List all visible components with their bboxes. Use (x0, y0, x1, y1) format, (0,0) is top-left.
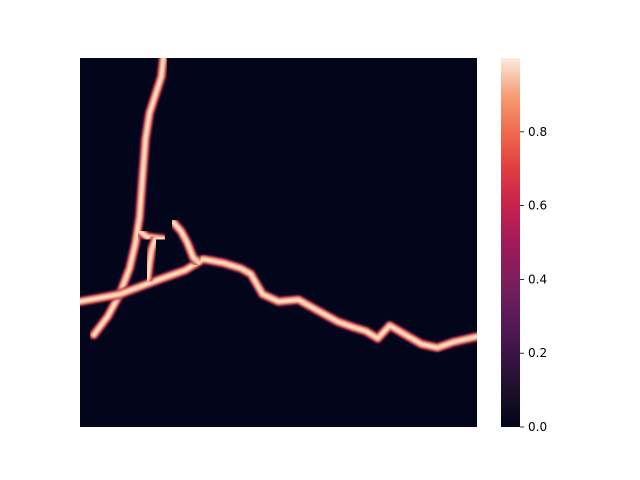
ridge-stroke (146, 237, 157, 281)
colorbar-tick-label: 0.6 (528, 199, 547, 213)
colorbar-tick-label: 0.8 (528, 125, 547, 139)
heatmap-ridges (80, 58, 477, 354)
colorbar: 0.0 0.2 0.4 0.6 0.8 (501, 58, 547, 434)
ridge-upper-spur (167, 216, 205, 269)
colorbar-ticks: 0.0 0.2 0.4 0.6 0.8 (520, 125, 547, 434)
ridge-stroke (172, 221, 201, 264)
colorbar-tick-label: 0.0 (528, 420, 547, 434)
colorbar-gradient (501, 58, 520, 427)
ridge-stroke (80, 258, 477, 349)
colorbar-tick-label: 0.4 (528, 272, 547, 286)
colorbar-tick-label: 0.2 (528, 346, 547, 360)
heatmap-plot-area (80, 58, 477, 427)
ridge-inner-branch (142, 233, 161, 285)
ridge-main-ridge (80, 253, 477, 354)
